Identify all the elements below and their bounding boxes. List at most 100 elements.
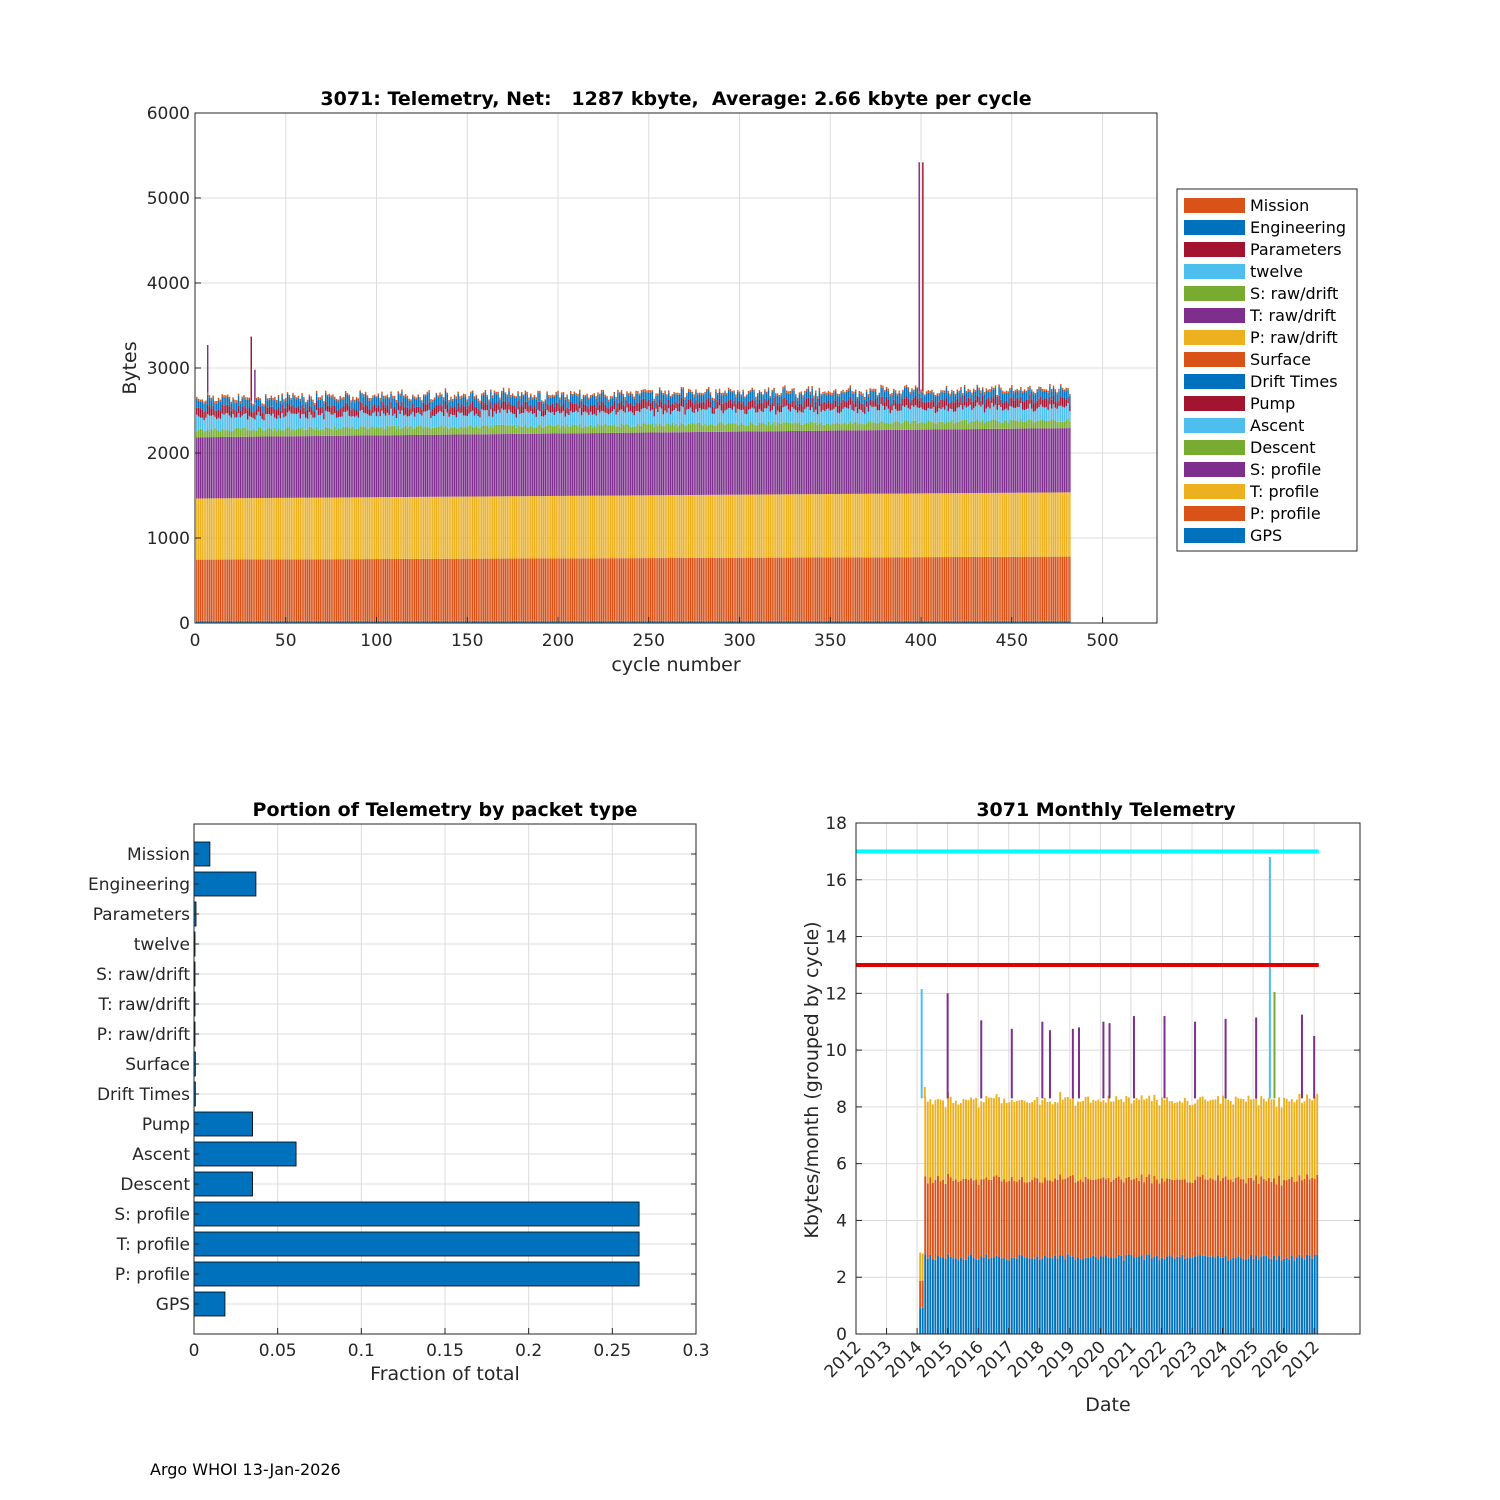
bar-segment [430,558,432,621]
bar-segment [453,558,456,621]
bar-segment [537,496,539,559]
bar-segment [435,392,438,395]
bar-segment [1023,1100,1026,1183]
bar-segment [1089,1257,1092,1334]
bar-segment [689,389,692,392]
bar-segment [802,557,804,621]
bar-segment [573,495,576,559]
bar-segment [1050,408,1053,420]
bar-segment [526,496,528,559]
bar-segment [1033,1099,1036,1178]
bar-segment [488,399,490,402]
bar-segment [406,428,409,436]
bar-segment [266,428,269,437]
bar-segment [257,559,260,621]
bar-segment [838,393,841,397]
bar-segment [742,424,744,432]
spike-bar [918,162,920,391]
bar-segment [417,394,419,397]
bar-segment [718,431,721,495]
bar-segment [1025,392,1028,401]
bar-segment [655,495,657,559]
bar-segment [1176,1179,1179,1257]
bar-segment [713,425,715,432]
bar-segment [1260,1096,1263,1177]
bar-segment [626,400,628,408]
bar-segment [468,395,470,399]
bar-segment [1267,1258,1270,1334]
bar-segment [1020,396,1022,403]
bar-segment [471,390,474,393]
bar-segment [1056,408,1058,422]
bar-segment [493,434,496,497]
bar-segment [994,620,997,623]
bar-segment [666,404,668,413]
bar-segment [787,557,790,621]
bar-segment [265,429,267,437]
bar-segment [998,428,1000,493]
bar-segment [985,1254,988,1334]
bar-segment [668,423,670,433]
bar-segment [433,496,436,559]
bar-segment [330,397,332,408]
bar-segment [853,557,855,621]
bar-segment [918,400,920,408]
bar-segment [201,620,203,623]
bar-segment [662,392,665,395]
bar-segment [482,558,485,621]
bar-segment [1031,1179,1034,1259]
bar-segment [495,404,498,414]
bar-segment [733,494,735,558]
bar-segment [962,429,964,494]
bar-segment [677,495,679,558]
bar-segment [515,396,517,399]
bar-segment [700,402,703,410]
bar-segment [776,494,779,558]
bar-segment [540,620,543,623]
bar-segment [248,407,251,416]
bar-segment [798,410,801,423]
bar-segment [285,416,287,429]
bar-segment [845,424,848,431]
bar-segment [1038,388,1040,399]
bar-segment [390,408,392,426]
bar-segment [913,391,915,398]
bar-segment [332,620,334,623]
bar-segment [987,397,989,407]
bar-segment [606,620,608,623]
bar-segment [1003,409,1006,421]
bar-segment [746,414,748,426]
bar-segment [835,430,837,494]
bar-segment [332,429,334,436]
bar-segment [393,413,396,426]
bar-segment [891,393,893,395]
bar-segment [564,495,567,559]
bar-segment [444,558,447,621]
bar-segment [1045,407,1048,421]
bar-segment [657,620,659,623]
bar-segment [960,429,962,494]
bar-segment [958,407,960,422]
bar-segment [700,620,703,623]
y-tick-label: 0 [179,614,190,634]
bar-segment [722,392,724,395]
category-label: Descent [120,1175,190,1195]
bar-segment [1036,408,1038,422]
bar-segment [486,396,488,405]
bar-segment [352,559,354,621]
bar-segment [911,557,913,621]
bar-segment [579,558,581,621]
bar-segment [749,620,752,623]
bar-segment [221,396,223,405]
bar-segment [315,559,318,621]
bar-segment [952,557,955,621]
category-label: Ascent [132,1145,190,1165]
bar-segment [878,422,881,431]
bar-segment [602,432,605,496]
bar-segment [880,430,882,494]
bar-segment [441,396,443,406]
bar-segment [925,391,928,394]
bar-segment [504,620,507,623]
bar-segment [357,428,360,436]
bar-segment [742,620,744,623]
